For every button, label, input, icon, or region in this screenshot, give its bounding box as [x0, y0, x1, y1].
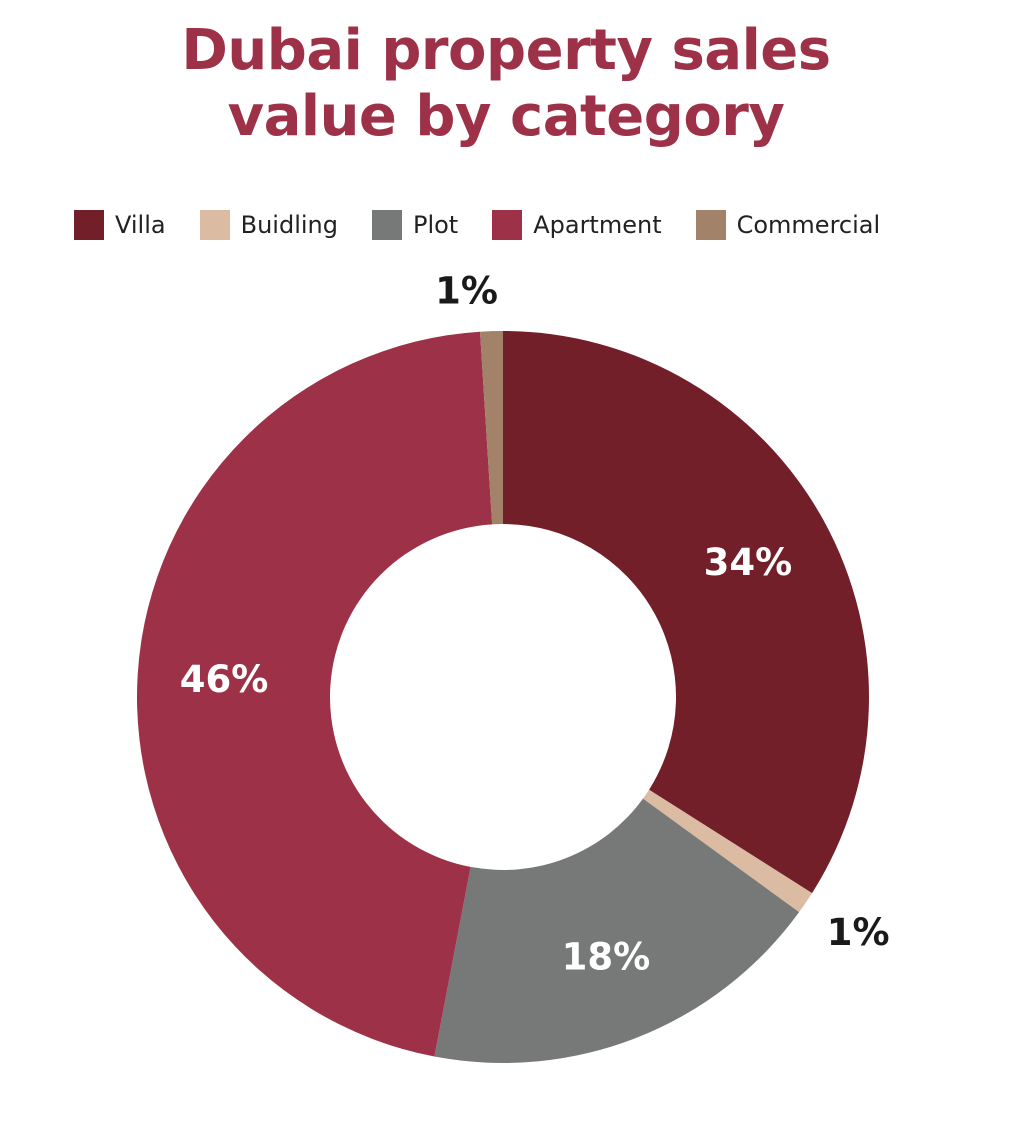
slice-buidling	[642, 789, 813, 913]
slice-apartment	[137, 331, 493, 1057]
legend-swatch-apartment	[492, 210, 523, 240]
legend-label-plot: Plot	[412, 211, 459, 239]
legend-item-apartment: Apartment	[492, 210, 662, 240]
legend-swatch-villa	[74, 210, 104, 240]
data-label-buidling: 1%	[827, 911, 890, 954]
slice-villa	[503, 331, 869, 894]
legend-label-commercial: Commercial	[736, 211, 881, 239]
slice-plot	[434, 798, 800, 1063]
slice-commercial	[480, 331, 503, 525]
legend-label-building: Buidling	[240, 211, 338, 239]
data-label-apartment: 46%	[180, 658, 269, 701]
chart-title-line-2: value by category	[227, 84, 785, 149]
legend-item-plot: Plot	[371, 210, 459, 240]
data-label-villa: 34%	[704, 541, 793, 584]
legend-item-villa: Villa	[74, 210, 166, 240]
legend-item-commercial: Commercial	[695, 210, 881, 240]
legend-label-villa: Villa	[115, 211, 166, 239]
legend-swatch-commercial	[695, 210, 726, 240]
data-label-plot: 18%	[562, 935, 651, 978]
chart-title: Dubai property sales value by category	[0, 18, 1012, 150]
legend-swatch-building	[199, 210, 230, 240]
legend-label-apartment: Apartment	[533, 211, 662, 239]
chart-title-line-1: Dubai property sales	[181, 18, 831, 83]
legend-swatch-plot	[371, 210, 402, 240]
chart-legend: Villa Buidling Plot Apartment Commercial	[74, 207, 914, 243]
legend-item-building: Buidling	[199, 210, 338, 240]
data-label-commercial: 1%	[435, 270, 498, 313]
